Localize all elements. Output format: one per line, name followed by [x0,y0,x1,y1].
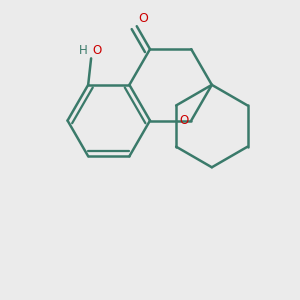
Text: O: O [179,114,188,127]
Text: O: O [138,12,148,25]
Text: H: H [79,44,88,57]
Text: O: O [92,44,101,57]
